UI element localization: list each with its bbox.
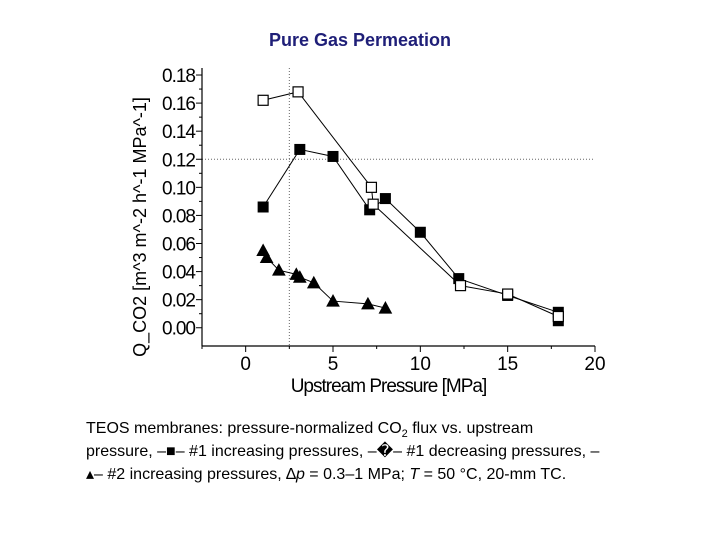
chart-plot: 0.00 0.02 0.04 0.06 0.08 0.10 0.12 0.14 0.16 0.18… <box>130 66 606 397</box>
data-point-triangle <box>378 301 393 314</box>
data-point-triangle <box>361 296 375 310</box>
caption-line-1: TEOS membranes: pressure-normalized CO2 … <box>86 420 534 441</box>
data-point-filled-square <box>414 226 426 238</box>
data-point-triangle <box>292 270 307 283</box>
data-point-open-square <box>552 310 564 323</box>
y-tick-label: 0.02 <box>162 291 195 312</box>
data-point-open-square <box>292 86 304 98</box>
data-point-filled-square <box>294 143 306 155</box>
data-point-triangle <box>306 275 321 289</box>
x-tick-label: 10 <box>410 354 431 375</box>
y-tick-label: 0.14 <box>162 122 196 143</box>
series-line-2 <box>263 91 559 317</box>
label-layer: 0.00 0.02 0.04 0.06 0.08 0.10 0.12 0.14 0.16 0.18… <box>130 66 606 397</box>
series-layer <box>256 86 564 327</box>
figure-caption: TEOS membranes: pressure-normalized CO2 … <box>86 417 686 486</box>
y-axis-title: Q_CO2 [m^3 m^-2 h^-1 MPa^-1] <box>130 97 151 357</box>
y-tick-label: 0.12 <box>162 150 195 171</box>
y-tick-label: 0.00 <box>162 319 195 340</box>
data-point-triangle <box>272 263 286 276</box>
x-tick-label: 0 <box>240 354 251 375</box>
series-line-1 <box>262 148 559 321</box>
y-tick-label: 0.18 <box>162 66 195 87</box>
x-tick-label: 5 <box>328 354 339 375</box>
caption-line-2: pressure, –■– #1 increasing pressures, –… <box>86 443 600 460</box>
data-point-open-square <box>502 288 514 300</box>
x-tick-label: 20 <box>584 354 605 375</box>
x-tick-label: 15 <box>497 354 518 375</box>
grid-layer <box>202 68 595 346</box>
y-tick-label: 0.08 <box>162 206 195 227</box>
y-tick-label: 0.16 <box>162 94 195 115</box>
data-point-open-square <box>367 198 379 210</box>
y-tick-label: 0.04 <box>162 263 196 284</box>
data-point-filled-square <box>379 193 391 205</box>
data-point-filled-square <box>327 150 339 162</box>
data-point-open-square <box>257 94 269 106</box>
data-point-open-square <box>365 181 378 193</box>
chart-title: Pure Gas Permeation <box>268 30 452 50</box>
data-point-triangle <box>326 294 340 307</box>
data-point-triangle <box>259 250 274 264</box>
data-point-filled-square <box>257 201 269 213</box>
caption-line-3: ▴– #2 increasing pressures, ∆p = 0.3–1 M… <box>86 466 567 483</box>
y-tick-label: 0.10 <box>162 178 195 199</box>
axis-layer <box>196 68 596 352</box>
y-tick-label: 0.06 <box>162 235 195 256</box>
data-point-open-square <box>454 280 467 292</box>
x-axis-title: Upstream Pressure [MPa] <box>291 376 487 397</box>
